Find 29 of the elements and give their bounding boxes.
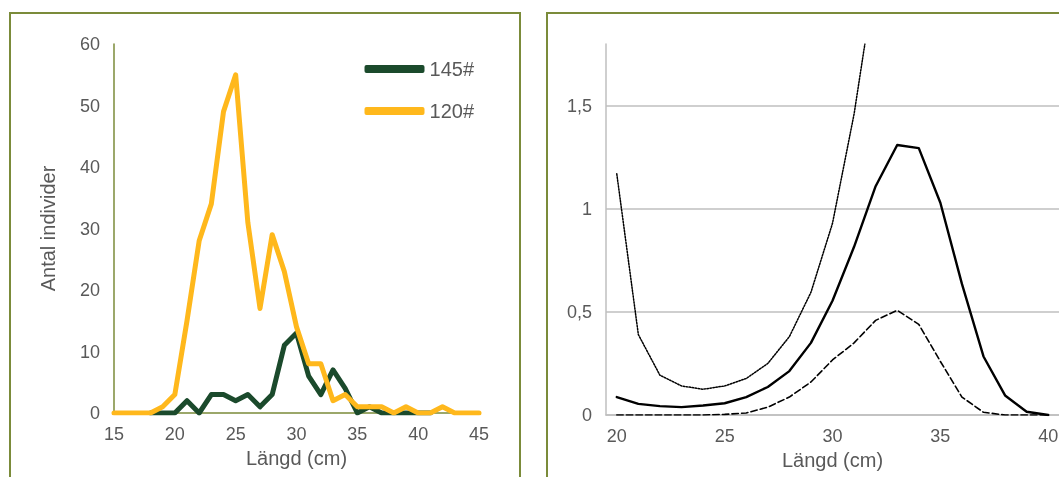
legend-label: 120# (429, 100, 475, 122)
y-tick-label: 30 (79, 218, 100, 239)
x-tick-label: 20 (164, 424, 185, 444)
x-tick-label: 30 (286, 424, 307, 444)
y-tick-label: 40 (79, 157, 100, 177)
x-tick-label: 30 (822, 426, 843, 446)
x-tick-label: 20 (606, 426, 627, 446)
x-tick-label: 35 (930, 426, 951, 446)
legend-label: 145# (429, 58, 475, 80)
x-tick-label: 40 (408, 424, 429, 444)
x-tick-label: 25 (225, 424, 246, 444)
x-tick-label: 25 (714, 426, 735, 446)
x-axis-title: Längd (cm) (781, 448, 884, 471)
x-tick-label: 45 (468, 424, 490, 444)
x-tick-label: 40 (1038, 426, 1059, 446)
x-tick-label: 35 (347, 424, 368, 444)
y-tick-label: 0 (581, 405, 592, 425)
y-tick-label: 0,5 (566, 301, 592, 322)
y-tick-label: 20 (79, 280, 100, 300)
y-tick-label: 50 (79, 95, 100, 116)
y-tick-label: 60 (79, 34, 100, 54)
y-tick-label: 0 (89, 403, 100, 423)
y-axis-title: Antal individer (37, 165, 59, 292)
y-tick-label: 10 (79, 341, 100, 362)
x-axis-title: Längd (cm) (245, 446, 348, 469)
y-tick-label: 1 (581, 198, 592, 219)
line-series (616, 43, 866, 390)
x-tick-label: 15 (103, 424, 125, 444)
y-tick-label: 1,5 (566, 95, 592, 116)
